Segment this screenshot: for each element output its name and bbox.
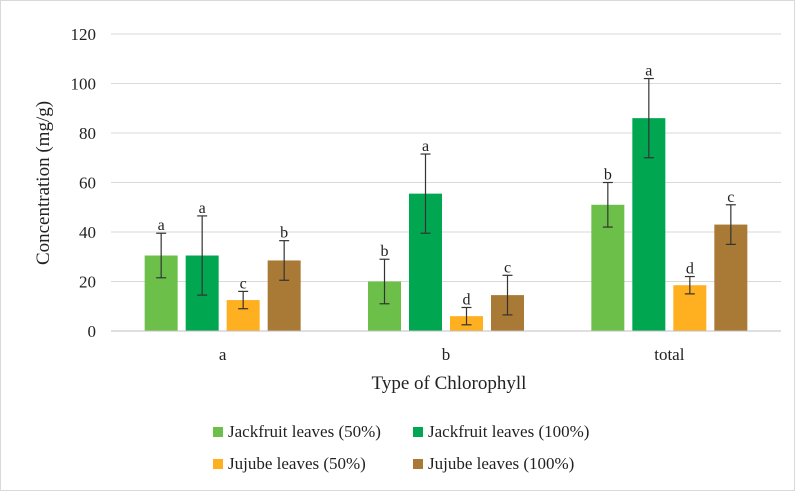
significance-label: c bbox=[504, 259, 511, 276]
y-tick-label: 40 bbox=[79, 223, 96, 242]
x-axis-ticks: a b total bbox=[219, 345, 685, 364]
significance-label: a bbox=[645, 63, 652, 80]
bars bbox=[144, 118, 748, 332]
y-tick-label: 0 bbox=[88, 322, 97, 341]
legend: Jackfruit leaves (50%) Jackfruit leaves (… bbox=[213, 422, 589, 473]
x-tick-label: total bbox=[654, 345, 684, 364]
y-axis-ticks: 0 20 40 60 80 100 120 bbox=[71, 25, 97, 341]
significance-labels: a a c b b a d c b a d c bbox=[158, 63, 735, 309]
legend-label: Jackfruit leaves (50%) bbox=[228, 422, 381, 441]
significance-label: c bbox=[240, 275, 247, 292]
legend-swatch bbox=[213, 427, 223, 437]
y-tick-label: 100 bbox=[71, 75, 97, 94]
y-tick-label: 120 bbox=[71, 25, 97, 44]
significance-label: b bbox=[381, 243, 389, 260]
significance-label: a bbox=[199, 200, 206, 217]
legend-label: Jujube leaves (50%) bbox=[228, 454, 366, 473]
error-bars bbox=[156, 77, 736, 326]
significance-label: a bbox=[422, 138, 429, 155]
y-axis-title: Concentration (mg/g) bbox=[33, 101, 54, 265]
legend-label: Jujube leaves (100%) bbox=[428, 454, 574, 473]
y-tick-label: 20 bbox=[79, 273, 96, 292]
legend-swatch bbox=[213, 459, 223, 469]
significance-label: b bbox=[604, 167, 612, 184]
x-axis-title: Type of Chlorophyll bbox=[372, 373, 527, 394]
significance-label: b bbox=[280, 225, 288, 242]
legend-label: Jackfruit leaves (100%) bbox=[428, 422, 589, 441]
y-tick-label: 80 bbox=[79, 124, 96, 143]
gridlines bbox=[111, 33, 781, 282]
significance-label: d bbox=[686, 261, 694, 278]
significance-label: c bbox=[727, 189, 734, 206]
significance-label: d bbox=[463, 291, 471, 308]
y-tick-label: 60 bbox=[79, 174, 96, 193]
legend-swatch bbox=[413, 427, 423, 437]
x-tick-label: a bbox=[219, 345, 227, 364]
significance-label: a bbox=[158, 217, 165, 234]
x-tick-label: b bbox=[442, 345, 451, 364]
legend-swatch bbox=[413, 459, 423, 469]
